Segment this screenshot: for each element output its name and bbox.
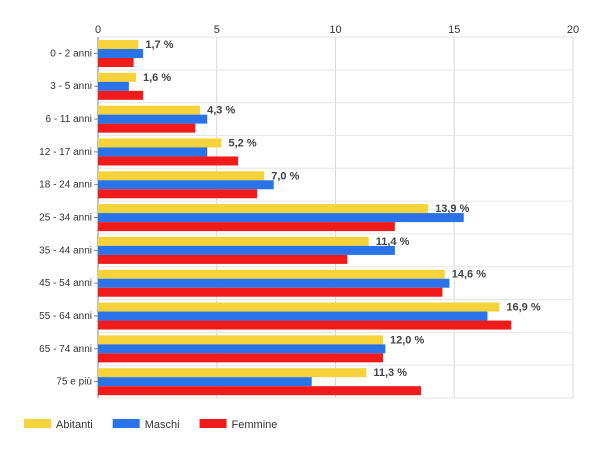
data-label: 7,0 % bbox=[271, 170, 299, 182]
data-label: 13,9 % bbox=[435, 203, 469, 215]
bar-femmine bbox=[98, 222, 395, 232]
data-label: 4,3 % bbox=[207, 105, 235, 117]
bar-femmine bbox=[98, 156, 239, 166]
bar-maschi bbox=[98, 245, 395, 255]
legend-label-maschi: Maschi bbox=[145, 419, 180, 431]
bar-femmine bbox=[98, 353, 383, 363]
data-label: 5,2 % bbox=[229, 137, 257, 149]
legend-swatch-maschi bbox=[112, 419, 140, 428]
y-tick-label: 75 e più bbox=[56, 377, 92, 388]
bar-femmine bbox=[98, 90, 144, 100]
bar-abitanti bbox=[98, 302, 500, 312]
y-tick-label: 18 - 24 anni bbox=[39, 180, 92, 191]
legend-label-abitanti: Abitanti bbox=[56, 419, 93, 431]
legend-label-femmine: Femmine bbox=[232, 419, 278, 431]
bar-abitanti bbox=[98, 105, 201, 115]
y-tick-label: 6 - 11 anni bbox=[45, 114, 92, 125]
bar-femmine bbox=[98, 254, 348, 264]
x-tick-label: 15 bbox=[448, 24, 460, 36]
bar-femmine bbox=[98, 123, 196, 133]
data-label: 11,3 % bbox=[373, 367, 407, 379]
bar-femmine bbox=[98, 58, 134, 67]
y-tick-label: 25 - 34 anni bbox=[39, 213, 92, 224]
bar-abitanti bbox=[98, 236, 369, 246]
y-tick-label: 45 - 54 anni bbox=[39, 278, 92, 289]
legend-swatch-femmine bbox=[199, 419, 227, 428]
data-label: 16,9 % bbox=[506, 302, 540, 314]
y-tick-label: 3 - 5 anni bbox=[50, 81, 92, 92]
x-tick-label: 5 bbox=[214, 24, 220, 36]
bar-abitanti bbox=[98, 171, 265, 181]
bar-abitanti bbox=[98, 138, 222, 148]
bar-maschi bbox=[98, 81, 129, 91]
bar-femmine bbox=[98, 320, 512, 330]
bar-maschi bbox=[98, 180, 274, 190]
data-label: 12,0 % bbox=[390, 334, 424, 346]
bar-maschi bbox=[98, 147, 208, 157]
data-label: 14,6 % bbox=[452, 269, 486, 281]
legend-swatch-abitanti bbox=[24, 419, 51, 428]
x-tick-label: 0 bbox=[95, 24, 101, 36]
bar-abitanti bbox=[98, 269, 445, 279]
bar-femmine bbox=[98, 386, 421, 396]
bar-maschi bbox=[98, 114, 208, 124]
bar-abitanti bbox=[98, 335, 383, 345]
bar-abitanti bbox=[98, 368, 367, 378]
y-tick-label: 0 - 2 anni bbox=[50, 48, 92, 59]
y-tick-label: 35 - 44 anni bbox=[39, 245, 92, 256]
y-tick-label: 55 - 64 anni bbox=[39, 311, 92, 322]
y-tick-label: 65 - 74 anni bbox=[39, 344, 92, 355]
bar-maschi bbox=[98, 344, 386, 354]
bar-abitanti bbox=[98, 204, 429, 214]
bar-maschi bbox=[98, 377, 312, 387]
bar-maschi bbox=[98, 49, 144, 58]
bar-femmine bbox=[98, 287, 443, 297]
x-tick-label: 20 bbox=[567, 24, 579, 36]
bar-maschi bbox=[98, 213, 464, 223]
bar-maschi bbox=[98, 311, 488, 321]
bar-abitanti bbox=[98, 40, 139, 49]
data-label: 1,6 % bbox=[143, 72, 171, 84]
y-tick-label: 12 - 17 anni bbox=[39, 147, 92, 158]
data-label: 11,4 % bbox=[376, 236, 410, 248]
bar-maschi bbox=[98, 278, 450, 288]
bar-abitanti bbox=[98, 72, 136, 82]
data-label: 1,7 % bbox=[145, 39, 173, 51]
bar-femmine bbox=[98, 189, 258, 199]
x-tick-label: 10 bbox=[329, 24, 341, 36]
